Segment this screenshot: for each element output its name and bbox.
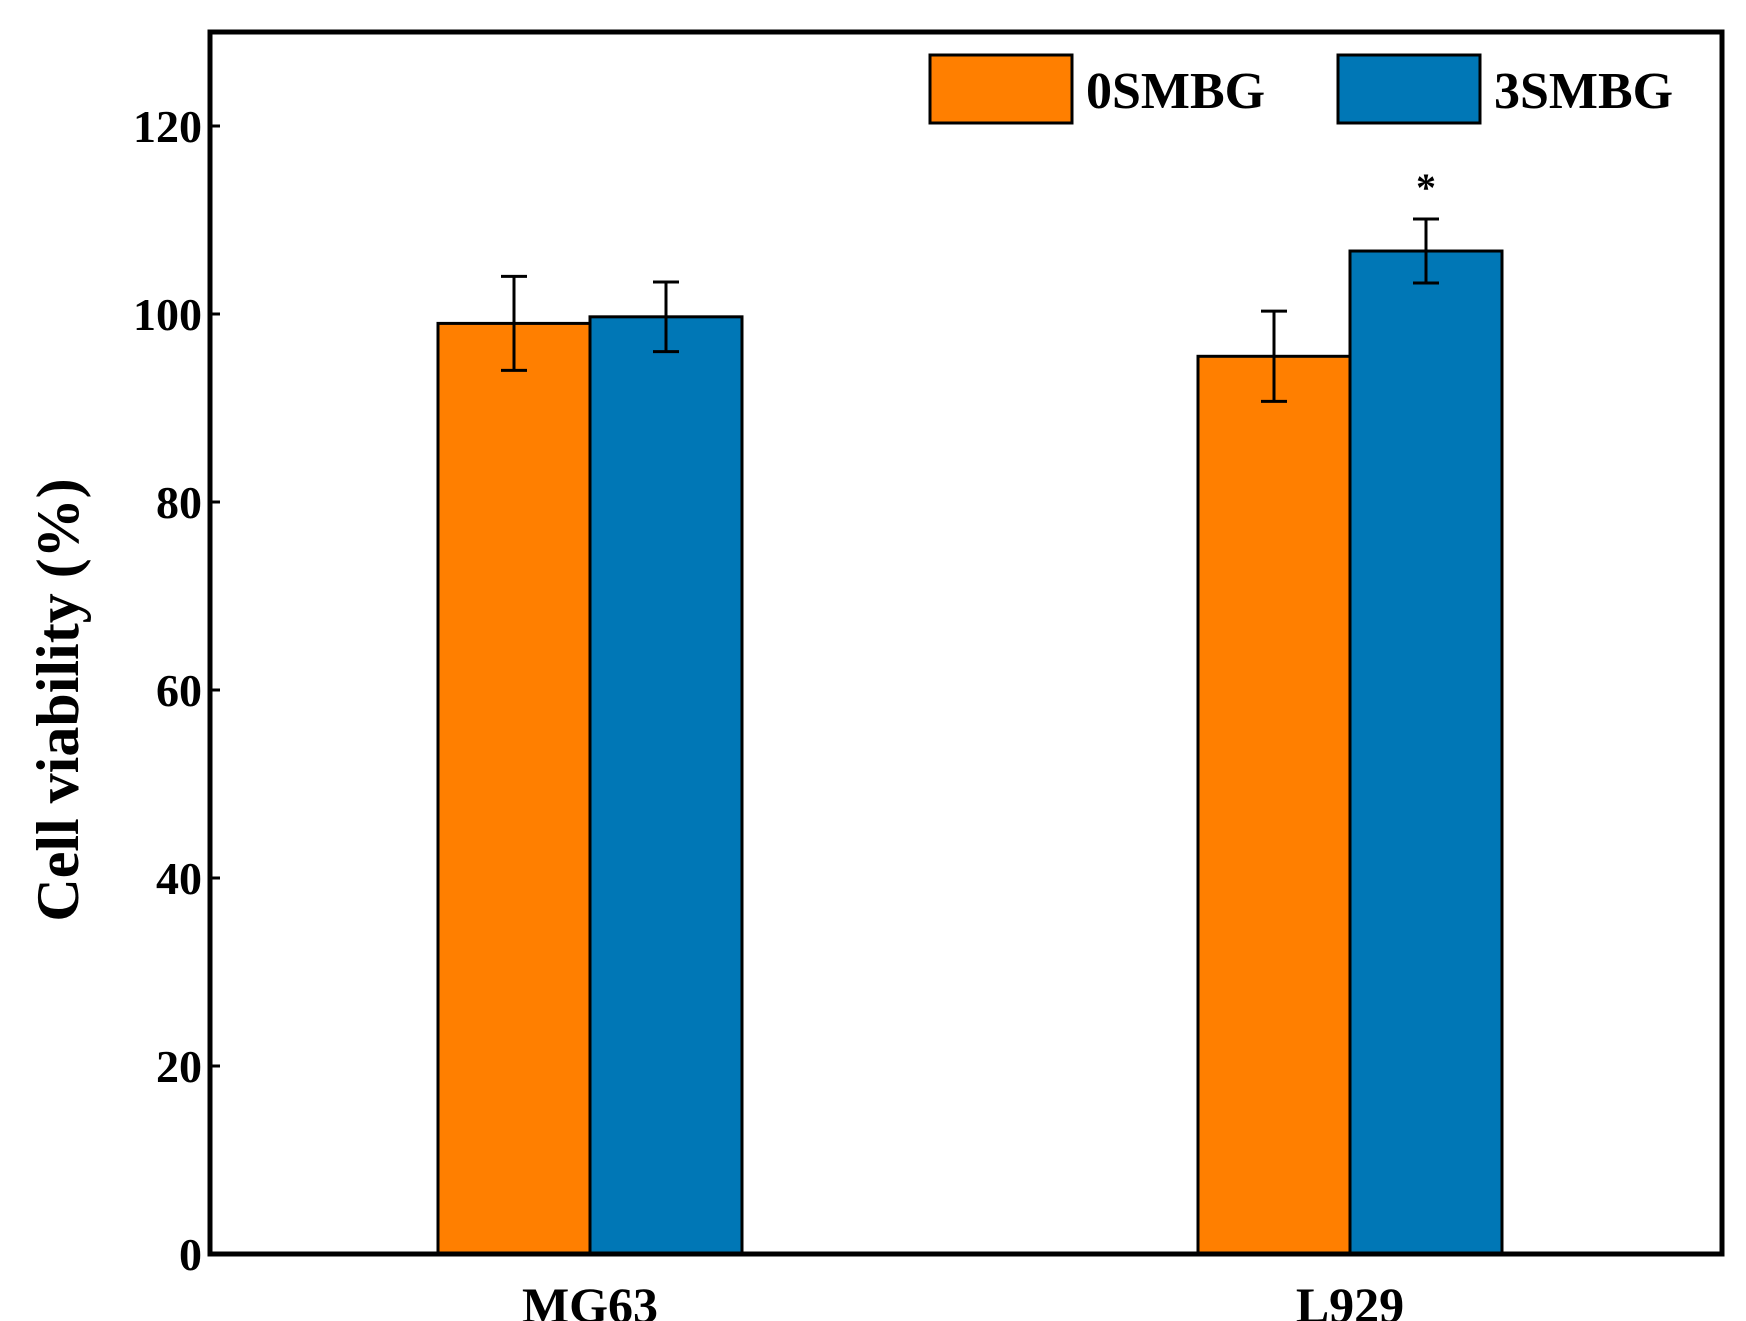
bars-layer [436, 249, 1504, 1256]
plot-frame [207, 29, 1725, 1257]
y-ticks-layer: 0 20 40 60 80 100 120 [133, 101, 220, 1280]
y-tick-label: 80 [156, 477, 202, 528]
legend-swatch-0smbg [928, 53, 1074, 125]
y-tick-label: 120 [133, 101, 202, 152]
bar-mg63-0smbg [436, 321, 592, 1256]
legend: 0SMBG 3SMBG [928, 53, 1673, 125]
error-bars-layer: * [501, 165, 1439, 403]
legend-label-0smbg: 0SMBG [1086, 63, 1265, 120]
bar-mg63-3smbg [588, 315, 744, 1256]
bar-l929-3smbg [1348, 249, 1504, 1256]
y-tick-label: 20 [156, 1041, 202, 1092]
x-category-label-l929: L929 [1296, 1277, 1404, 1321]
x-categories-layer: MG63 L929 [522, 1277, 1404, 1321]
y-axis-label: Cell viability (%) [25, 478, 91, 921]
y-tick-label: 60 [156, 665, 202, 716]
significance-marker: * [1416, 165, 1436, 210]
x-category-label-mg63: MG63 [522, 1277, 658, 1321]
y-tick-label: 0 [179, 1229, 202, 1280]
legend-label-3smbg: 3SMBG [1494, 63, 1673, 120]
bar-l929-0smbg [1196, 354, 1352, 1256]
y-tick-label: 100 [133, 289, 202, 340]
y-tick-label: 40 [156, 853, 202, 904]
legend-swatch-3smbg [1336, 53, 1482, 125]
